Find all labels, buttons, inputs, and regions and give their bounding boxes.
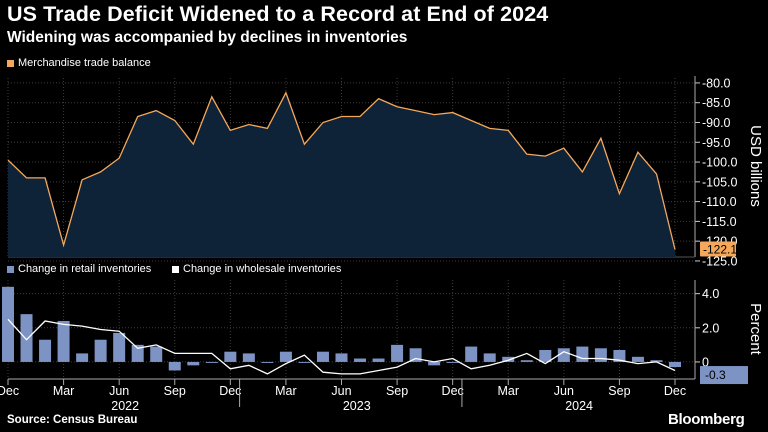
retail-inventory-bar [131,344,144,362]
retail-inventory-bar [335,353,348,362]
x-tick-label: Dec [664,384,686,398]
y-tick-label: -125.0 [702,254,737,268]
x-tick-label: Sep [386,384,408,398]
x-tick-label: Jun [331,384,351,398]
retail-inventory-bar [298,361,311,363]
y-tick-label: -90.0 [702,116,731,130]
retail-inventory-bar [94,339,107,362]
x-year-label: 2024 [565,399,593,413]
x-year-label: 2022 [111,399,139,413]
legend-label-wholesale: Change in wholesale inventories [183,263,342,275]
x-tick-label: Dec [442,384,464,398]
retail-inventory-bar [465,346,478,362]
retail-inventory-bar [650,360,663,362]
x-tick-label: Mar [53,384,75,398]
wholesale-inventory-line [7,318,676,375]
x-tick-label: Mar [497,384,519,398]
x-tick-label: Mar [275,384,297,398]
y-axis-label-usd: USD billions [747,125,764,207]
last-value-label: -122.1 [703,242,737,256]
chart-title: US Trade Deficit Widened to a Record at … [7,2,549,26]
retail-inventory-bar [39,339,52,362]
retail-inventory-bar [2,286,14,362]
legend-swatch-trade [7,59,14,67]
bloomberg-logo: Bloomberg [668,411,745,428]
retail-inventory-bar [502,356,515,362]
retail-inventory-bar [520,360,533,362]
retail-inventory-bar [594,348,607,362]
legend-wholesale-inventories: Change in wholesale inventories [172,263,341,275]
retail-inventory-bar [150,346,163,362]
x-tick-label: Jun [109,384,129,398]
retail-inventory-bar [391,344,404,362]
legend-trade-balance: Merchandise trade balance [7,57,151,69]
last-value-marker-retail [700,366,748,385]
x-tick-label: Dec [0,384,19,398]
last-value-marker [700,241,736,257]
y-tick-label: 4.0 [702,287,719,301]
retail-inventory-bar [261,361,274,363]
y-tick-label: -95.0 [702,136,731,150]
legend-label-retail: Change in retail inventories [18,263,152,275]
retail-inventory-bar [576,346,589,362]
retail-inventory-bar [205,361,218,363]
trade-balance-area [8,92,675,257]
retail-inventory-bar [557,348,570,362]
retail-inventory-bar [168,361,181,371]
retail-inventory-bar [224,351,237,362]
retail-inventory-bar [539,349,552,362]
legend-swatch-wholesale [172,265,179,273]
retail-inventory-bar [631,356,644,362]
x-tick-label: Jun [554,384,574,398]
last-value-label-retail: -0.3 [705,368,726,382]
y-tick-label: -80.0 [702,76,731,90]
retail-inventory-bar [187,361,200,366]
x-year-label: 2023 [343,399,371,413]
x-tick-label: Sep [164,384,186,398]
retail-inventory-bar [428,361,441,366]
retail-inventory-bar [57,320,70,362]
retail-inventory-bar [354,358,367,362]
retail-inventory-bar [316,351,329,362]
retail-inventory-bar [483,353,496,362]
retail-inventory-bar [669,361,681,368]
x-tick-label: Dec [219,384,241,398]
retail-inventory-bar [20,314,33,362]
legend-retail-inventories: Change in retail inventories [7,263,151,275]
y-axis-label-percent: Percent [747,303,764,356]
source-note: Source: Census Bureau [7,414,138,426]
y-tick-label: -100.0 [702,156,737,170]
trade-balance-line [7,91,676,250]
retail-inventory-bar [242,353,255,362]
retail-inventory-bar [613,349,626,362]
chart-subtitle: Widening was accompanied by declines in … [7,29,408,46]
legend-label-trade: Merchandise trade balance [18,57,151,69]
y-tick-label: -110.0 [702,195,737,209]
retail-inventory-bar [113,332,126,362]
y-tick-label: -85.0 [702,96,731,110]
retail-inventory-bar [372,358,385,362]
retail-inventory-bar [446,361,459,363]
retail-inventory-bar [279,351,292,362]
y-tick-label: -105.0 [702,175,737,189]
legend-swatch-retail [7,265,14,273]
x-tick-label: Sep [608,384,630,398]
y-tick-label: 0 [702,355,709,369]
y-tick-label: 2.0 [702,321,719,335]
y-tick-label: -115.0 [702,215,737,229]
retail-inventory-bar [76,353,89,362]
